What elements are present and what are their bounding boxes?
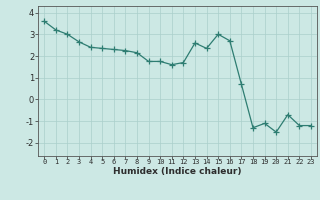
X-axis label: Humidex (Indice chaleur): Humidex (Indice chaleur) <box>113 167 242 176</box>
